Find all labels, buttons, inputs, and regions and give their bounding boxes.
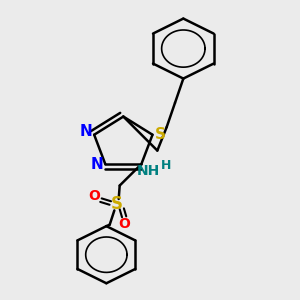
Text: S: S xyxy=(155,127,166,142)
Text: N: N xyxy=(91,157,103,172)
Text: S: S xyxy=(111,195,123,213)
Text: N: N xyxy=(80,124,92,140)
Text: NH: NH xyxy=(137,164,160,178)
Text: H: H xyxy=(161,159,172,172)
Text: O: O xyxy=(118,217,130,231)
Text: O: O xyxy=(88,189,100,202)
